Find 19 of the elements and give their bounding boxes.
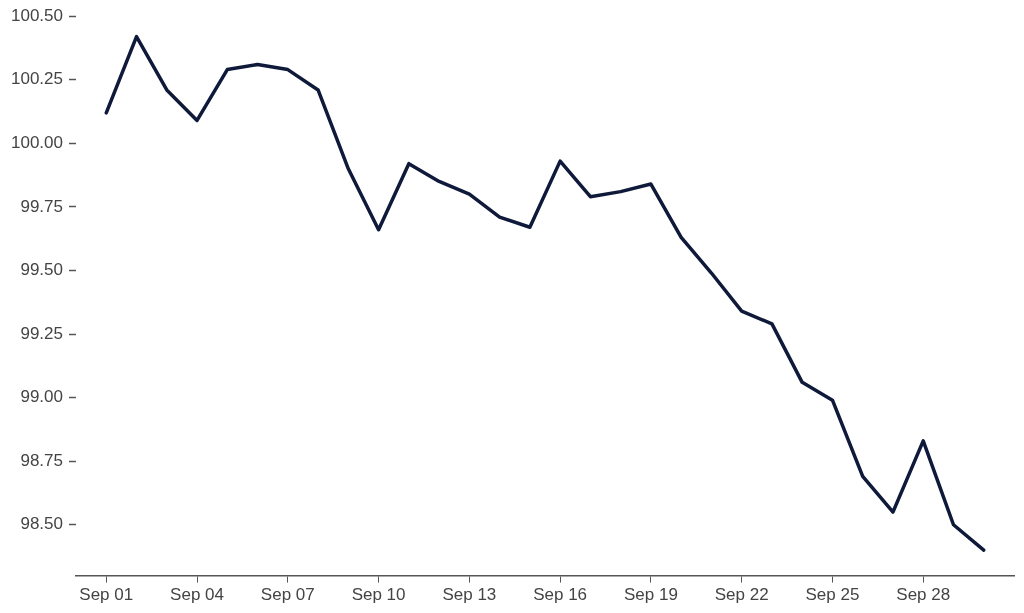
x-tick-label: Sep 22 — [714, 585, 769, 605]
y-tick-label: 99.75 — [20, 196, 63, 216]
y-tick-label: 99.00 — [20, 387, 63, 407]
y-tick-label: 100.00 — [11, 133, 63, 153]
y-tick-label: 99.25 — [20, 323, 63, 343]
x-tick-label: Sep 16 — [533, 585, 588, 605]
x-tick-label: Sep 07 — [260, 585, 315, 605]
x-tick-label: Sep 13 — [442, 585, 497, 605]
x-tick-label: Sep 25 — [805, 585, 860, 605]
y-tick-label: 99.50 — [20, 260, 63, 280]
y-tick-label: 98.50 — [20, 514, 63, 534]
x-tick-label: Sep 10 — [351, 585, 406, 605]
x-tick-label: Sep 19 — [623, 585, 678, 605]
x-tick-label: Sep 01 — [79, 585, 134, 605]
y-tick-label: 100.25 — [11, 69, 63, 89]
y-tick-label: 100.50 — [11, 5, 63, 25]
y-tick-label: 98.75 — [20, 450, 63, 470]
x-tick-label: Sep 28 — [896, 585, 951, 605]
x-tick-label: Sep 04 — [170, 585, 224, 605]
